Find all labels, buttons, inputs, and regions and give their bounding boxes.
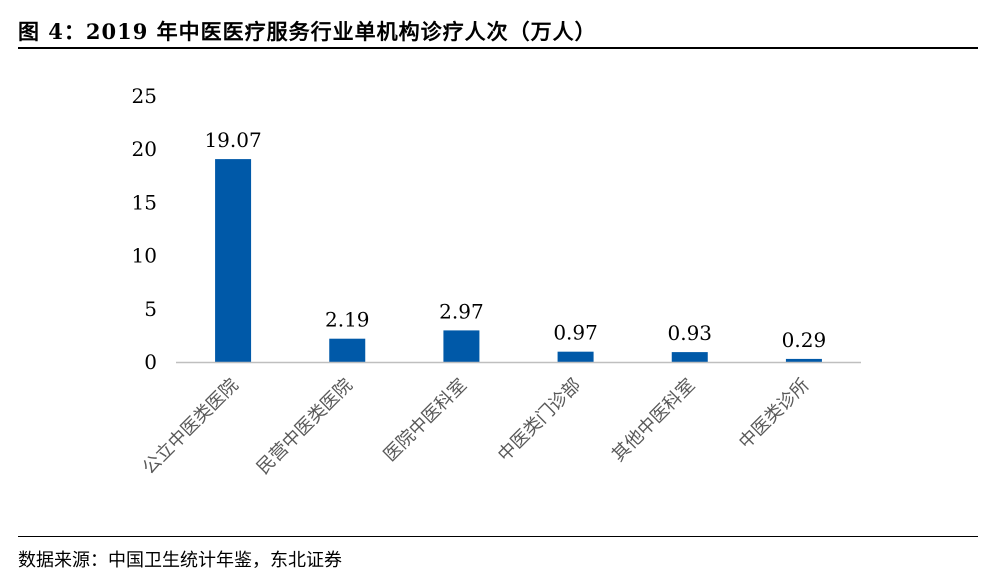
category-label: 民营中医类医院 xyxy=(253,375,357,479)
y-tick-label: 10 xyxy=(132,244,157,268)
category-label: 公立中医类医院 xyxy=(139,375,243,479)
bar-value-label: 0.29 xyxy=(782,328,827,352)
figure-title: 图 4：2019 年中医医疗服务行业单机构诊疗人次（万人） xyxy=(18,19,597,44)
bar xyxy=(557,351,594,362)
y-tick-label: 0 xyxy=(144,350,157,374)
value-labels: 19.07 2.19 2.97 0.97 0.93 0.29 xyxy=(204,128,826,352)
title-rule xyxy=(18,47,978,49)
bar-value-label: 0.97 xyxy=(553,321,598,345)
y-tick-label: 25 xyxy=(132,84,157,108)
category-label: 其他中医科室 xyxy=(608,375,699,466)
category-label: 中医类诊所 xyxy=(735,375,813,453)
bar xyxy=(443,330,480,362)
bar xyxy=(215,159,252,362)
y-tick-label: 5 xyxy=(144,297,157,321)
bar-value-label: 19.07 xyxy=(204,128,261,152)
y-axis-ticks: 0 5 10 15 20 25 xyxy=(132,84,157,374)
bars xyxy=(215,159,822,362)
bar-value-label: 2.19 xyxy=(325,308,370,332)
source-note: 数据来源：中国卫生统计年鉴，东北证券 xyxy=(18,550,342,571)
bar-chart: 0 5 10 15 20 25 19.07 2.19 2.97 0.97 0.93 0.29 公立中… xyxy=(132,84,861,479)
bar-value-label: 0.93 xyxy=(667,321,712,345)
bar-value-label: 2.97 xyxy=(439,299,484,323)
y-tick-label: 20 xyxy=(132,137,157,161)
category-label: 中医类门诊部 xyxy=(494,375,585,466)
bar xyxy=(785,358,822,362)
category-label: 医院中医科室 xyxy=(380,375,471,466)
category-labels: 公立中医类医院 民营中医类医院 医院中医科室 中医类门诊部 其他中医科室 中医类诊所 xyxy=(139,375,814,479)
y-tick-label: 15 xyxy=(132,190,157,214)
source-rule xyxy=(18,536,978,537)
bar xyxy=(671,352,708,362)
bar xyxy=(329,338,366,362)
